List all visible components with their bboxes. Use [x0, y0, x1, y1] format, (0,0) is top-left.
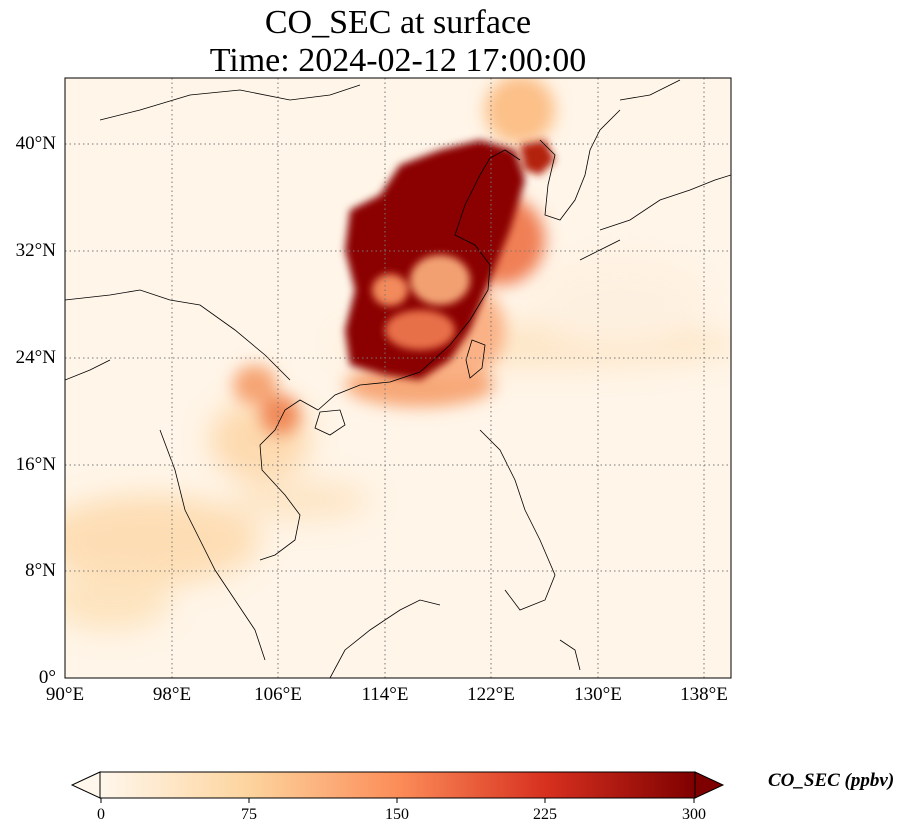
- coastlines: [65, 79, 731, 678]
- lon-tick-122: 122°E: [467, 684, 515, 705]
- lat-tick-0: 0°: [38, 667, 56, 688]
- lon-tick-138: 138°E: [680, 684, 728, 705]
- colorbar-tick-150: 150: [385, 806, 409, 823]
- colorbar-tick-225: 225: [533, 806, 557, 823]
- map-timestamp: Time: 2024-02-12 17:00:00: [209, 42, 587, 79]
- lon-tick-106: 106°E: [254, 684, 302, 705]
- colorbar-tick-75: 75: [241, 806, 257, 823]
- lat-tick-24: 24°N: [15, 347, 56, 368]
- colorbar: [70, 771, 725, 803]
- map-border: [64, 77, 732, 679]
- lat-tick-40: 40°N: [15, 133, 56, 154]
- lon-tick-114: 114°E: [361, 684, 409, 705]
- lon-tick-130: 130°E: [574, 684, 622, 705]
- lat-tick-8: 8°N: [25, 560, 56, 581]
- colorbar-tick-0: 0: [97, 806, 105, 823]
- colorbar-label: CO_SEC (ppbv): [768, 770, 895, 791]
- map-title: CO_SEC at surface: [264, 4, 532, 41]
- colorbar-tick-300: 300: [682, 806, 706, 823]
- gridlines: [65, 78, 731, 678]
- lat-tick-32: 32°N: [15, 240, 56, 261]
- lat-tick-16: 16°N: [15, 454, 56, 475]
- lon-tick-90: 90°E: [45, 684, 85, 705]
- concentration-field: [65, 78, 731, 678]
- lon-tick-98: 98°E: [152, 684, 192, 705]
